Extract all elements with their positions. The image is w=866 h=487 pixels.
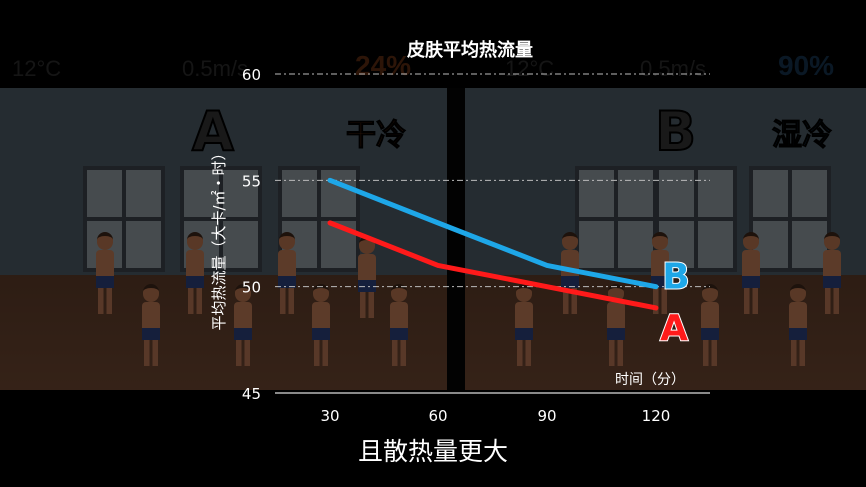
series-line-b bbox=[327, 177, 659, 290]
y-tick-label: 60 bbox=[242, 66, 261, 84]
chart-title: 皮肤平均热流量 bbox=[407, 39, 533, 61]
series-line-a bbox=[327, 220, 659, 311]
x-axis-label: 时间（分） bbox=[615, 372, 685, 388]
y-tick-label: 50 bbox=[242, 279, 261, 297]
x-tick-label: 120 bbox=[642, 407, 671, 425]
y-tick-label: 45 bbox=[242, 385, 261, 403]
subtitle-caption: 且散热量更大 bbox=[357, 437, 508, 466]
y-tick-label: 55 bbox=[242, 172, 261, 190]
x-tick-label: 60 bbox=[428, 407, 447, 425]
y-axis-label: 平均热流量（大卡/㎡・时） bbox=[210, 145, 228, 330]
x-tick-label: 30 bbox=[320, 407, 339, 425]
series-end-label-a: A bbox=[660, 308, 688, 349]
series-end-label-b: B bbox=[662, 257, 689, 298]
x-tick-label: 90 bbox=[537, 407, 556, 425]
